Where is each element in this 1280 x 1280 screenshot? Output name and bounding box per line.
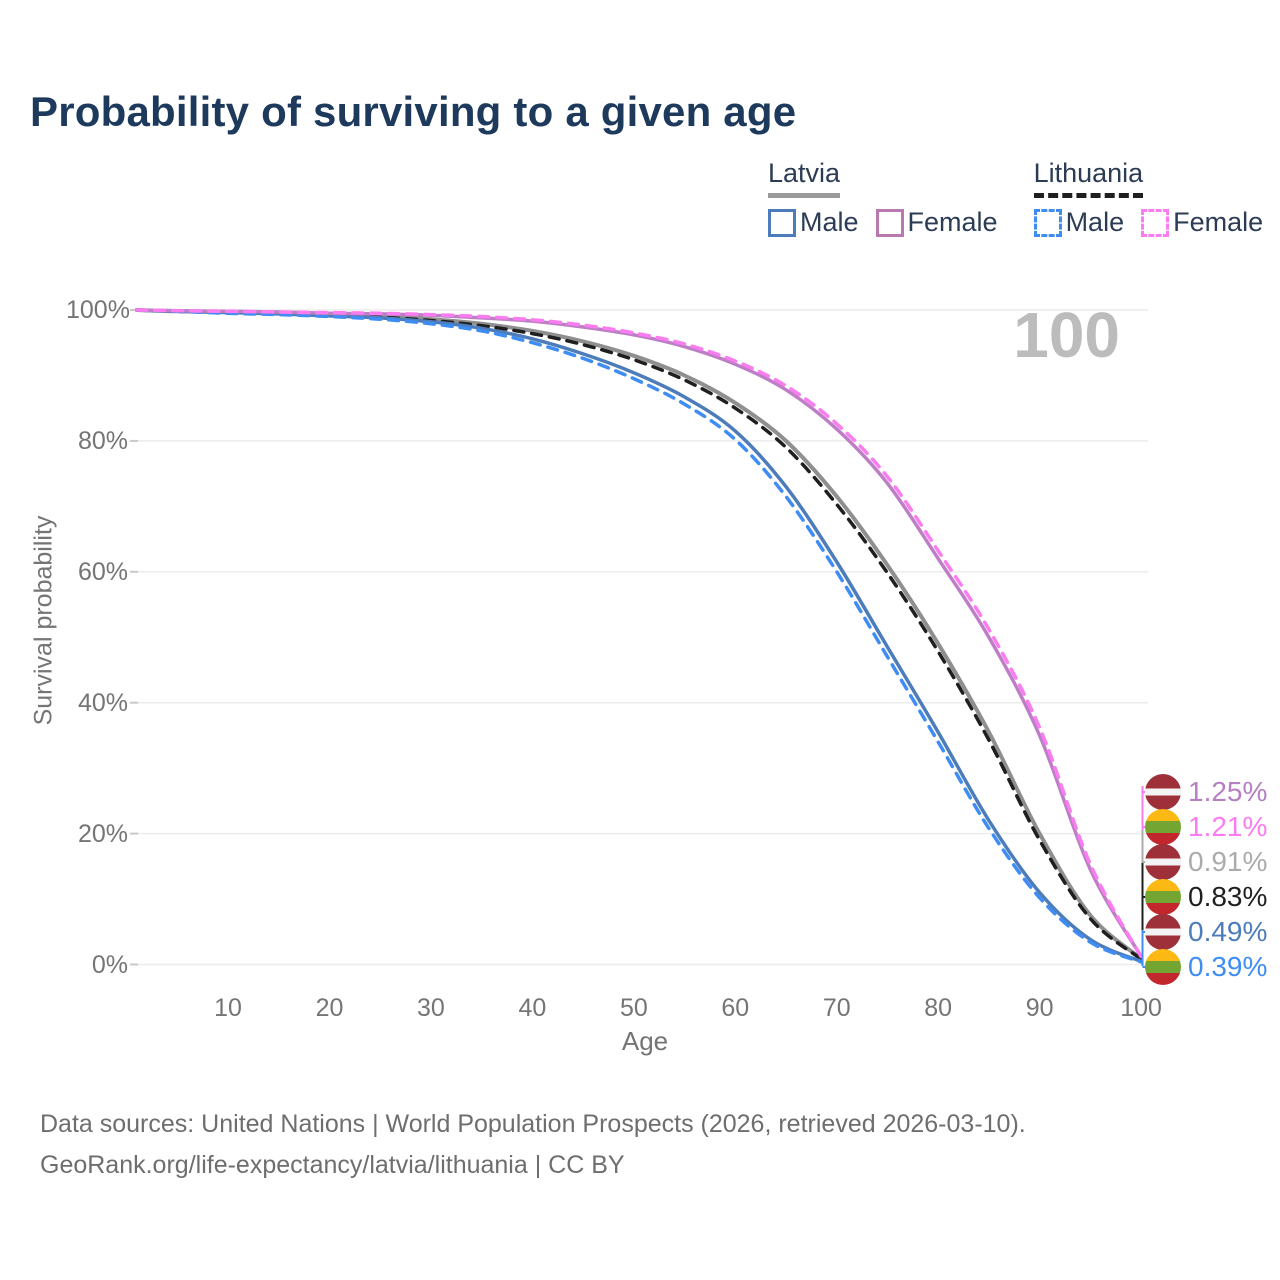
- end-label-row: 0.39%: [1145, 949, 1267, 985]
- end-label-row: 0.49%: [1145, 914, 1267, 950]
- curve-latvia-total: [134, 308, 1144, 961]
- page-title: Probability of surviving to a given age: [30, 88, 797, 135]
- x-tick-label: 90: [1025, 994, 1054, 1022]
- latvia-male-swatch-icon: [768, 208, 796, 237]
- legend-item-label: Male: [800, 207, 859, 237]
- y-tick-label: 60%: [77, 557, 128, 586]
- legend-header-lithuania[interactable]: Lithuania: [1033, 158, 1144, 198]
- latvia-female-swatch-icon: [875, 208, 904, 237]
- x-tick-label: 10: [214, 994, 242, 1022]
- end-label-row: 0.83%: [1145, 879, 1267, 915]
- y-tick-label: 40%: [77, 688, 128, 717]
- x-tick-label: 70: [822, 994, 851, 1022]
- legend-item-label: Male: [1065, 207, 1125, 237]
- end-label-row: 0.91%: [1145, 844, 1267, 880]
- end-label-row: 1.25%: [1145, 774, 1267, 810]
- footer-sources: Data sources: United Nations | World Pop…: [40, 1110, 1026, 1138]
- footer: Data sources: United Nations | World Pop…: [40, 1104, 1026, 1186]
- latvia-flag-icon: [1145, 914, 1181, 950]
- legend-item-lithuania-male[interactable]: Male: [1033, 207, 1125, 238]
- x-tick-label: 60: [721, 994, 750, 1022]
- lithuania-flag-icon: [1145, 809, 1181, 845]
- y-tick-label: 20%: [77, 819, 128, 848]
- y-tick-label: 0%: [91, 950, 128, 979]
- x-tick-label: 100: [1120, 994, 1162, 1022]
- end-label-row: 1.21%: [1145, 809, 1267, 845]
- legend-item-latvia-female[interactable]: Female: [875, 207, 998, 238]
- curve-latvia-male: [134, 308, 1143, 964]
- legend-items-lithuania: Male Female: [1033, 207, 1263, 238]
- curve-latvia-female: [134, 308, 1143, 959]
- lithuania-male-swatch-icon: [1033, 208, 1062, 237]
- legend-group-lithuania: Lithuania Male Female: [1033, 158, 1263, 238]
- end-label-value: 0.39%: [1188, 951, 1268, 982]
- x-tick-label: 30: [417, 994, 445, 1022]
- curve-lithuania-total: [134, 308, 1143, 961]
- latvia-flag-icon: [1145, 844, 1181, 880]
- lithuania-female-swatch-icon: [1141, 208, 1170, 237]
- legend-items-latvia: Male Female: [768, 207, 998, 238]
- legend-item-latvia-male[interactable]: Male: [768, 207, 859, 238]
- end-label-value: 0.83%: [1188, 881, 1268, 912]
- x-axis-title: Age: [621, 1026, 669, 1056]
- legend-header-latvia[interactable]: Latvia: [768, 158, 841, 198]
- end-label-value: 0.91%: [1188, 846, 1268, 877]
- lithuania-flag-icon: [1145, 949, 1181, 985]
- legend: Latvia Male Female Lithuania Male: [768, 158, 1263, 238]
- x-tick-label: 80: [924, 994, 953, 1022]
- x-tick-label: 40: [518, 994, 547, 1022]
- lithuania-flag-icon: [1145, 879, 1181, 915]
- legend-item-lithuania-female[interactable]: Female: [1141, 207, 1263, 238]
- legend-item-label: Female: [907, 207, 998, 237]
- latvia-flag-icon: [1145, 774, 1181, 810]
- curve-lithuania-female: [134, 308, 1143, 959]
- y-tick-label: 100%: [66, 296, 130, 324]
- curve-lithuania-male: [134, 308, 1143, 964]
- end-label-value: 1.25%: [1188, 776, 1268, 807]
- legend-group-latvia: Latvia Male Female: [768, 158, 998, 238]
- x-tick-label: 50: [619, 994, 648, 1022]
- legend-item-label: Female: [1173, 207, 1264, 237]
- x-tick-label: 20: [315, 994, 344, 1022]
- footer-attribution: GeoRank.org/life-expectancy/latvia/lithu…: [40, 1151, 625, 1179]
- current-age-watermark: 100: [1013, 299, 1120, 371]
- end-label-value: 1.21%: [1188, 811, 1268, 842]
- y-tick-label: 80%: [77, 426, 128, 455]
- y-axis-title: Survival probability: [29, 515, 58, 726]
- end-label-value: 0.49%: [1188, 916, 1268, 947]
